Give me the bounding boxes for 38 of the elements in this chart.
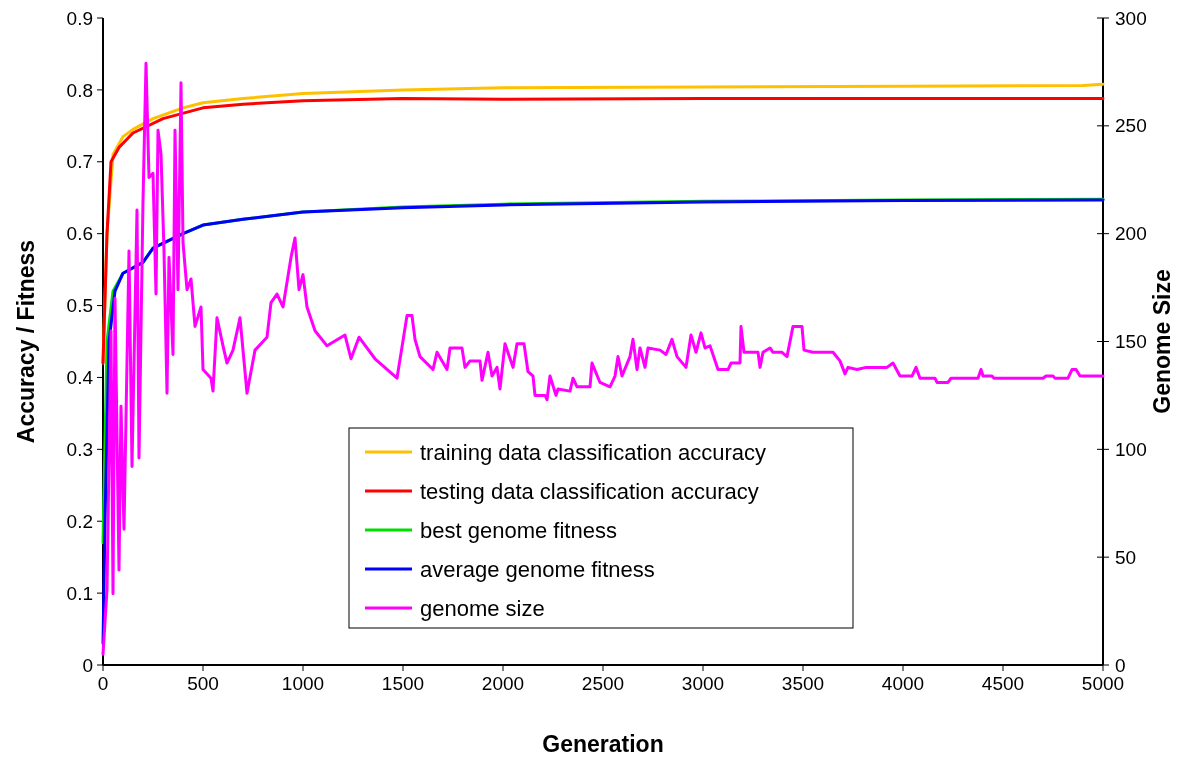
x-tick-label: 5000	[1081, 673, 1125, 694]
legend-label: training data classification accuracy	[420, 439, 767, 465]
y2-tick-label: 300	[1115, 7, 1147, 29]
legend-label: testing data classification accuracy	[420, 478, 759, 504]
y-tick-label: 0.7	[66, 151, 93, 173]
x-tick-label: 3000	[681, 673, 725, 694]
line-series	[101, 198, 1105, 645]
y-tick-label: 0.5	[66, 295, 93, 317]
y2-axis-title: Genome Size	[1149, 269, 1175, 414]
line-series	[101, 61, 1105, 656]
x-tick-label: 2500	[581, 673, 625, 694]
y-tick-label: 0	[82, 654, 93, 676]
x-tick-label: 4000	[881, 673, 925, 694]
y-tick-label: 0.3	[66, 438, 93, 460]
y2-tick-label: 150	[1115, 331, 1147, 353]
x-tick-label: 4500	[981, 673, 1025, 694]
x-axis-title: Generation	[542, 731, 664, 757]
y2-tick-label: 50	[1115, 546, 1137, 568]
y-tick-label: 0.1	[66, 582, 93, 604]
y2-tick-label: 0	[1115, 654, 1126, 676]
legend-label: genome size	[420, 595, 545, 621]
x-tick-label: 500	[187, 673, 219, 694]
y-tick-label: 0.9	[66, 7, 93, 29]
y2-tick-label: 250	[1115, 115, 1147, 137]
y-tick-label: 0.6	[66, 223, 93, 245]
legend-label: average genome fitness	[420, 556, 655, 582]
x-tick-label: 2000	[481, 673, 525, 694]
x-tick-label: 0	[97, 673, 109, 694]
y2-tick-label: 100	[1115, 438, 1147, 460]
y-axis-title: Accuracy / Fitness	[13, 239, 39, 444]
y-tick-label: 0.2	[66, 510, 93, 532]
y-tick-label: 0.4	[66, 367, 94, 389]
x-tick-label: 1000	[281, 673, 325, 694]
x-tick-label: 1500	[381, 673, 425, 694]
y-tick-label: 0.8	[66, 79, 93, 101]
y2-tick-label: 200	[1115, 223, 1147, 245]
legend-label: best genome fitness	[420, 517, 617, 543]
x-tick-label: 3500	[781, 673, 825, 694]
